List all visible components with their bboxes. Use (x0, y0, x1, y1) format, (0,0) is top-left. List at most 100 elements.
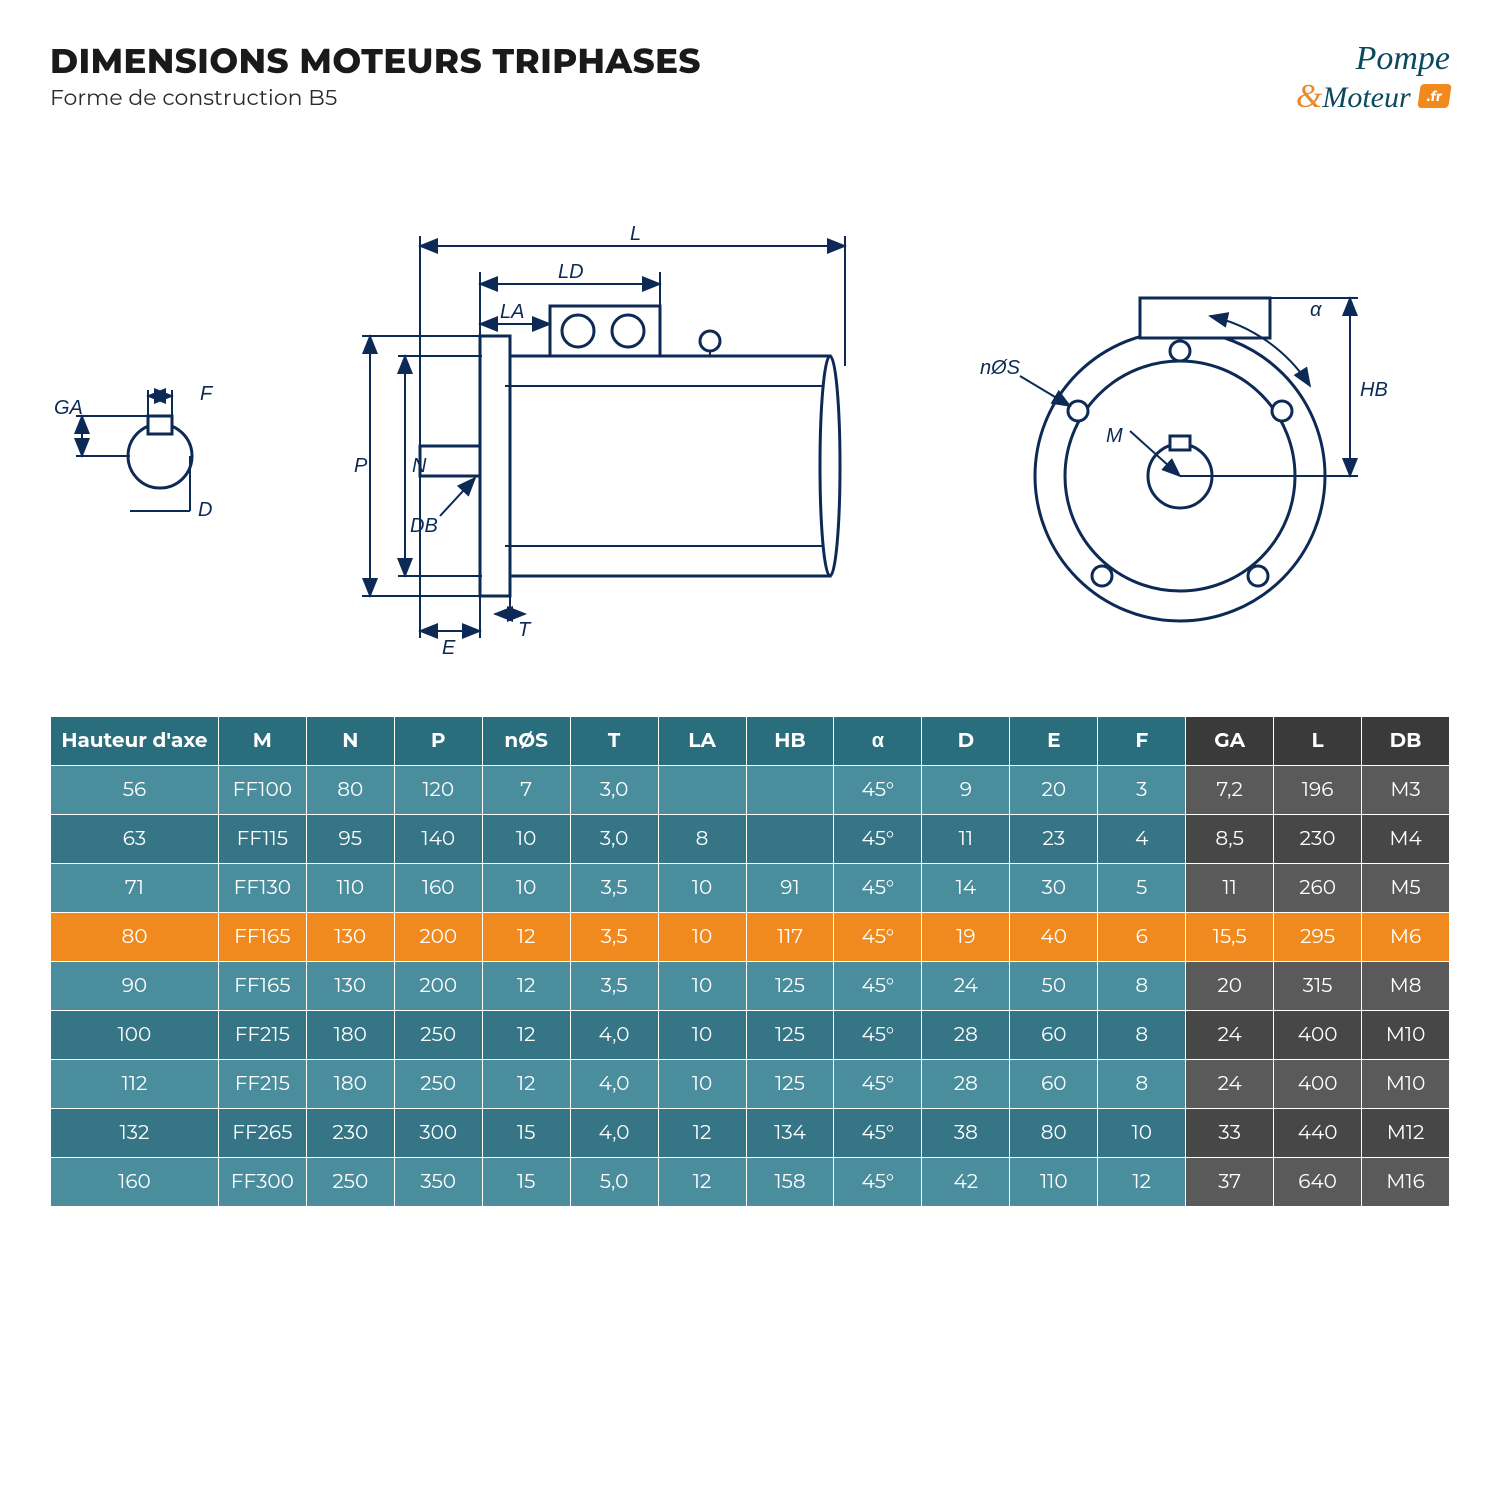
table-cell: 10 (658, 913, 746, 962)
table-header-cell: HB (746, 717, 834, 766)
table-cell: 45° (834, 1158, 922, 1207)
table-cell (746, 815, 834, 864)
dim-label-f: F (200, 383, 214, 405)
table-cell: 7,2 (1186, 766, 1274, 815)
front-view: HB M α nØS (980, 298, 1388, 621)
table-cell: 250 (394, 1060, 482, 1109)
table-cell (658, 766, 746, 815)
table-cell: 24 (1186, 1011, 1274, 1060)
table-cell: 110 (306, 864, 394, 913)
table-cell: 63 (51, 815, 219, 864)
table-row: 112FF215180250124,01012545°2860824400M10 (51, 1060, 1450, 1109)
logo-amp: & (1296, 78, 1322, 115)
dim-label-alpha: α (1310, 299, 1322, 321)
table-cell: 200 (394, 913, 482, 962)
shaft-detail: F GA D (54, 383, 214, 521)
table-cell: 38 (922, 1109, 1010, 1158)
dim-label-db: DB (410, 515, 438, 537)
technical-drawings: F GA D (50, 156, 1450, 676)
table-cell: 15 (482, 1158, 570, 1207)
table-cell: M8 (1362, 962, 1450, 1011)
dim-label-p: P (354, 455, 368, 477)
table-cell: 12 (482, 913, 570, 962)
table-cell: 10 (658, 864, 746, 913)
table-cell: 180 (306, 1011, 394, 1060)
table-cell: 350 (394, 1158, 482, 1207)
table-cell: 42 (922, 1158, 1010, 1207)
table-cell: 260 (1274, 864, 1362, 913)
table-cell: 196 (1274, 766, 1362, 815)
table-cell: M4 (1362, 815, 1450, 864)
table-cell: 15 (482, 1109, 570, 1158)
table-header-cell: T (570, 717, 658, 766)
table-cell: FF165 (218, 962, 306, 1011)
table-cell: 20 (1186, 962, 1274, 1011)
table-cell: 400 (1274, 1060, 1362, 1109)
table-row: 100FF215180250124,01012545°2860824400M10 (51, 1011, 1450, 1060)
table-cell: 140 (394, 815, 482, 864)
table-cell: 3,5 (570, 962, 658, 1011)
table-cell: 4,0 (570, 1011, 658, 1060)
table-cell: 10 (658, 1060, 746, 1109)
table-cell: M16 (1362, 1158, 1450, 1207)
page-subtitle: Forme de construction B5 (50, 84, 701, 111)
table-cell: 24 (1186, 1060, 1274, 1109)
table-cell: 134 (746, 1109, 834, 1158)
table-cell: 10 (482, 815, 570, 864)
table-cell: FF215 (218, 1011, 306, 1060)
table-cell: 250 (306, 1158, 394, 1207)
table-header-cell: D (922, 717, 1010, 766)
table-row: 63FF11595140103,0845°112348,5230M4 (51, 815, 1450, 864)
table-cell: 10 (482, 864, 570, 913)
table-row: 90FF165130200123,51012545°2450820315M8 (51, 962, 1450, 1011)
table-cell: 56 (51, 766, 219, 815)
table-cell: 45° (834, 766, 922, 815)
table-cell: 200 (394, 962, 482, 1011)
table-cell: FF165 (218, 913, 306, 962)
table-row: 160FF300250350155,01215845°421101237640M… (51, 1158, 1450, 1207)
table-header-cell: L (1274, 717, 1362, 766)
table-cell: 45° (834, 864, 922, 913)
table-cell: 45° (834, 962, 922, 1011)
table-cell: 4,0 (570, 1060, 658, 1109)
table-cell: M3 (1362, 766, 1450, 815)
table-cell: 315 (1274, 962, 1362, 1011)
table-cell: 91 (746, 864, 834, 913)
table-cell: 40 (1010, 913, 1098, 962)
table-row: 80FF165130200123,51011745°1940615,5295M6 (51, 913, 1450, 962)
dim-label-n: N (412, 455, 427, 477)
page-title: DIMENSIONS MOTEURS TRIPHASES (50, 40, 701, 82)
table-header-cell: Hauteur d'axe (51, 717, 219, 766)
table-cell: 400 (1274, 1011, 1362, 1060)
logo-line2: Moteur (1322, 81, 1410, 114)
table-cell: 125 (746, 962, 834, 1011)
table-cell: 125 (746, 1060, 834, 1109)
table-cell: 3,0 (570, 766, 658, 815)
table-cell: 11 (922, 815, 1010, 864)
table-cell: 8 (1098, 1060, 1186, 1109)
table-cell: 28 (922, 1011, 1010, 1060)
dim-label-l: L (630, 223, 641, 245)
table-header-cell: nØS (482, 717, 570, 766)
table-cell: 3,5 (570, 913, 658, 962)
table-cell: 50 (1010, 962, 1098, 1011)
table-cell: 100 (51, 1011, 219, 1060)
table-cell: 45° (834, 1109, 922, 1158)
dim-label-hb: HB (1360, 379, 1388, 401)
table-cell: 7 (482, 766, 570, 815)
table-cell: 45° (834, 1060, 922, 1109)
table-header-cell: M (218, 717, 306, 766)
table-cell: 14 (922, 864, 1010, 913)
table-header-cell: P (394, 717, 482, 766)
logo-badge: .fr (1417, 84, 1451, 108)
table-header-cell: DB (1362, 717, 1450, 766)
table-cell: 11 (1186, 864, 1274, 913)
table-cell: 125 (746, 1011, 834, 1060)
dim-label-e: E (442, 637, 456, 659)
table-cell: 60 (1010, 1011, 1098, 1060)
table-cell: 158 (746, 1158, 834, 1207)
title-block: DIMENSIONS MOTEURS TRIPHASES Forme de co… (50, 40, 701, 111)
table-header-cell: N (306, 717, 394, 766)
table-cell: 160 (394, 864, 482, 913)
table-cell: 295 (1274, 913, 1362, 962)
